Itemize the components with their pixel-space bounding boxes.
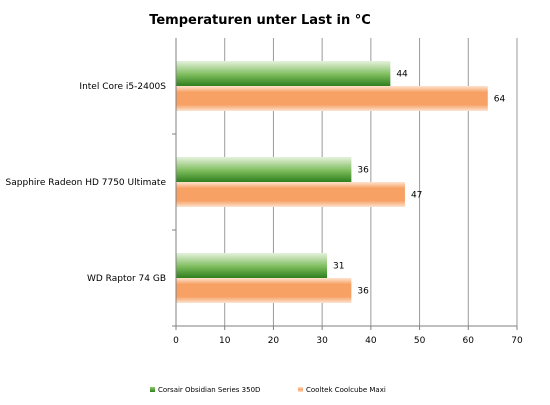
x-tick-label: 0	[173, 336, 179, 346]
x-tick-label: 70	[511, 336, 523, 346]
x-tick-label: 10	[219, 336, 231, 346]
chart-title: Temperaturen unter Last in °C	[149, 13, 371, 28]
bars: 44 64 36 47 31 36	[176, 61, 505, 303]
legend-swatch-cooltek	[298, 387, 303, 392]
legend-swatch-corsair	[150, 387, 155, 392]
x-tick-label: 30	[316, 336, 328, 346]
data-label: 64	[494, 95, 506, 105]
bar-cooltek	[176, 182, 405, 207]
category-label: Intel Core i5-2400S	[79, 82, 166, 92]
x-tick-label: 50	[414, 336, 426, 346]
legend-label-corsair: Corsair Obsidian Series 350D	[158, 386, 260, 394]
bar-corsair	[176, 157, 352, 182]
axes	[172, 38, 518, 330]
x-tick-label: 60	[463, 336, 475, 346]
x-tick-label: 20	[268, 336, 280, 346]
data-label: 44	[396, 70, 408, 80]
bar-cooltek	[176, 86, 488, 111]
data-label: 31	[333, 262, 344, 272]
bar-corsair	[176, 253, 328, 278]
x-tick-label: 40	[365, 336, 377, 346]
data-label: 36	[357, 287, 369, 297]
bar-cooltek	[176, 278, 352, 303]
category-label: WD Raptor 74 GB	[87, 274, 166, 284]
category-label: Sapphire Radeon HD 7750 Ultimate	[6, 178, 167, 188]
bar-corsair	[176, 61, 391, 86]
data-label: 36	[357, 166, 369, 176]
data-label: 47	[411, 191, 422, 201]
legend-label-cooltek: Cooltek Coolcube Maxi	[306, 386, 386, 394]
tick-labels: 0 10 20 30 40 50 60 70	[173, 336, 523, 346]
legend: Corsair Obsidian Series 350D Cooltek Cool…	[150, 386, 386, 394]
category-labels: Intel Core i5-2400S Sapphire Radeon HD 77…	[6, 82, 167, 284]
